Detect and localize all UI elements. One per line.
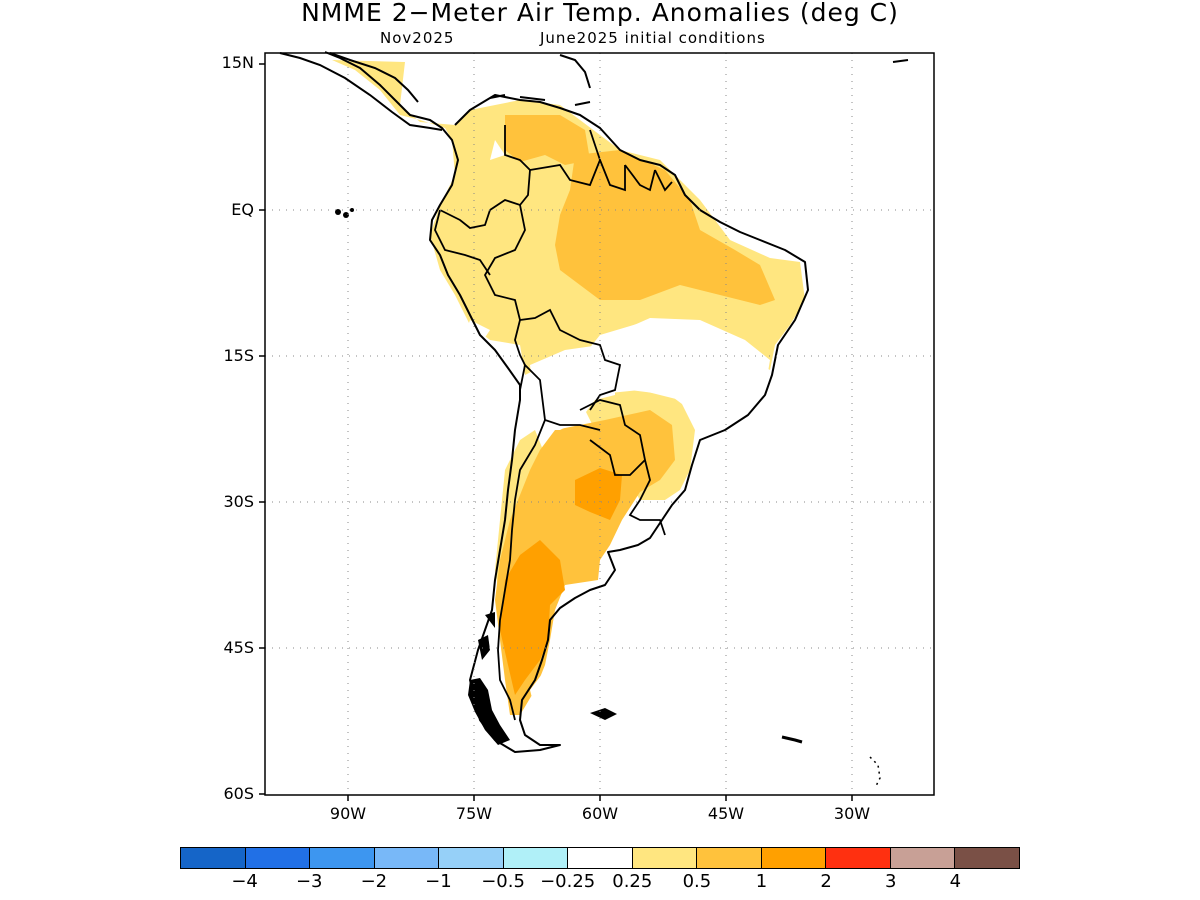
anomaly-strong-fill bbox=[500, 468, 622, 695]
south-sandwich-islands bbox=[869, 756, 881, 789]
y-tick-eq: EQ bbox=[231, 200, 254, 219]
color-scale-label: −4 bbox=[231, 871, 258, 892]
color-scale-swatch bbox=[632, 848, 698, 868]
color-scale-bar bbox=[180, 847, 1020, 869]
color-scale-swatch bbox=[439, 848, 504, 868]
country-borders bbox=[434, 125, 673, 721]
color-scale-label: 3 bbox=[885, 871, 897, 892]
color-scale-label: −0.25 bbox=[540, 871, 596, 892]
caribbean-islands bbox=[489, 54, 909, 106]
forecast-month: Nov2025 bbox=[380, 29, 455, 47]
color-scale-label: −3 bbox=[295, 871, 323, 892]
y-tick-60s: 60S bbox=[223, 784, 254, 803]
axis-ticks bbox=[259, 63, 853, 801]
south-georgia-island bbox=[781, 735, 803, 744]
color-scale-label: 1 bbox=[755, 871, 768, 892]
color-scale-label: 2 bbox=[820, 871, 832, 892]
x-tick-75w: 75W bbox=[455, 804, 493, 823]
color-scale-swatch bbox=[181, 848, 246, 868]
color-scale-label: 4 bbox=[949, 871, 962, 892]
chilean-archipelago bbox=[468, 612, 510, 745]
color-scale-swatch bbox=[503, 848, 569, 868]
x-tick-30w: 30W bbox=[833, 804, 871, 823]
y-tick-45s: 45S bbox=[223, 638, 254, 657]
color-scale-swatch bbox=[310, 848, 375, 868]
x-tick-60w: 60W bbox=[581, 804, 619, 823]
galapagos-islands bbox=[335, 208, 354, 218]
color-scale-swatch bbox=[826, 848, 891, 868]
color-scale-label: 0.5 bbox=[682, 871, 712, 892]
x-tick-45w: 45W bbox=[707, 804, 745, 823]
color-scale-swatch bbox=[697, 848, 762, 868]
color-scale-swatch bbox=[955, 848, 1019, 868]
color-scale-label: −1 bbox=[425, 871, 452, 892]
color-scale-swatch bbox=[568, 848, 633, 868]
coastline-central-america bbox=[279, 52, 443, 131]
coastline-south-america bbox=[324, 51, 809, 753]
y-tick-30s: 30S bbox=[223, 492, 254, 511]
x-tick-90w: 90W bbox=[329, 804, 367, 823]
color-scale-label: −2 bbox=[360, 871, 388, 892]
y-tick-15n: 15N bbox=[221, 53, 254, 72]
falkland-islands bbox=[590, 708, 617, 720]
y-tick-15s: 15S bbox=[223, 346, 254, 365]
near-zero-areas bbox=[465, 140, 770, 710]
map-title: NMME 2−Meter Air Temp. Anomalies (deg C) bbox=[301, 0, 899, 27]
color-scale-swatch bbox=[245, 848, 311, 868]
grid-lines bbox=[265, 53, 934, 795]
color-scale-swatch bbox=[374, 848, 440, 868]
initial-conditions: June2025 initial conditions bbox=[540, 29, 766, 47]
color-scale-label: −0.5 bbox=[481, 871, 525, 892]
color-scale-label: 0.25 bbox=[612, 871, 653, 892]
color-scale-swatch bbox=[761, 848, 827, 868]
color-scale-swatch bbox=[890, 848, 956, 868]
